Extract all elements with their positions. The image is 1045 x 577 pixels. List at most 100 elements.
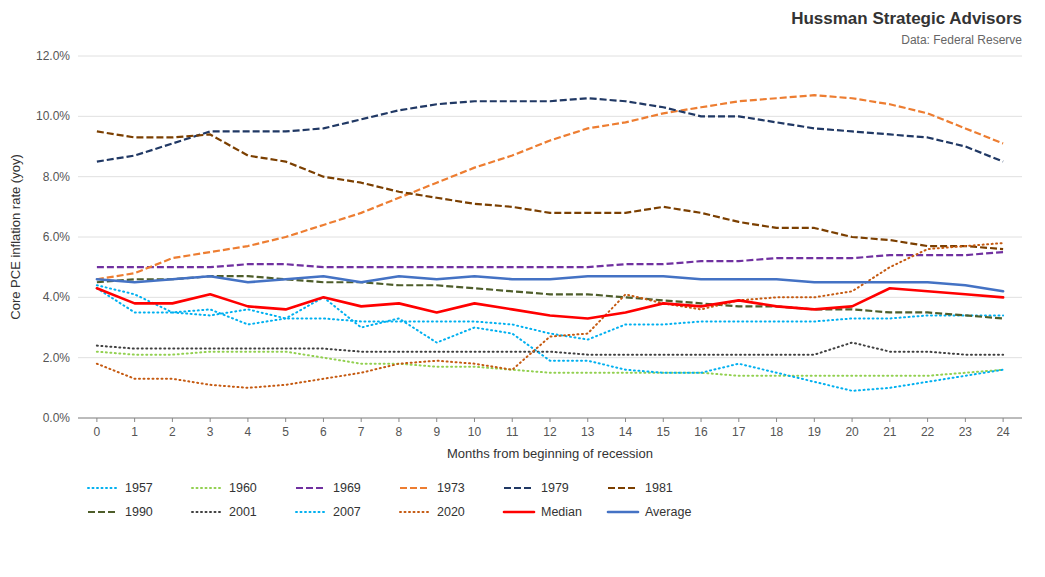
x-tick xyxy=(927,418,928,422)
x-tick-label: 13 xyxy=(581,425,595,439)
x-tick xyxy=(323,418,324,422)
x-tick-label: 22 xyxy=(921,425,935,439)
legend-label: 1979 xyxy=(541,481,569,495)
legend-label: 1981 xyxy=(645,481,673,495)
x-tick xyxy=(738,418,739,422)
x-tick xyxy=(210,418,211,422)
y-tick-label: 10.0% xyxy=(36,109,70,123)
legend-swatch xyxy=(192,511,222,513)
lines xyxy=(97,95,1003,391)
legend-item: 1960 xyxy=(192,481,257,495)
legend-item: 1990 xyxy=(88,505,153,519)
legend-item: Median xyxy=(504,505,582,519)
x-tick-label: 6 xyxy=(320,425,327,439)
x-tick-label: 12 xyxy=(543,425,557,439)
x-tick xyxy=(701,418,702,422)
x-tick-label: 2 xyxy=(169,425,176,439)
x-tick-label: 20 xyxy=(845,425,859,439)
x-tick xyxy=(852,418,853,422)
x-tick-label: 21 xyxy=(883,425,897,439)
legend-label: 2001 xyxy=(229,505,257,519)
y-tick-label: 8.0% xyxy=(43,170,71,184)
legend-label: 2007 xyxy=(333,505,361,519)
legend-swatch xyxy=(296,511,326,513)
legend-swatch xyxy=(504,511,534,514)
subtitle: Data: Federal Reserve xyxy=(901,33,1022,47)
x-tick-label: 3 xyxy=(207,425,214,439)
x-tick xyxy=(436,418,437,422)
x-tick xyxy=(1003,418,1004,422)
series-line xyxy=(97,276,1003,318)
x-tick xyxy=(965,418,966,422)
legend-label: 1957 xyxy=(125,481,153,495)
series-line xyxy=(97,98,1003,161)
grid-line xyxy=(78,116,1022,117)
legend-item: 2020 xyxy=(400,505,465,519)
series-line xyxy=(97,343,1003,355)
legend-swatch xyxy=(608,487,638,489)
legend-label: 1969 xyxy=(333,481,361,495)
x-tick-label: 1 xyxy=(131,425,138,439)
x-tick-label: 11 xyxy=(506,425,519,439)
x-tick xyxy=(134,418,135,422)
legend-item: Average xyxy=(608,505,691,519)
x-tick xyxy=(550,418,551,422)
legend-label: 1960 xyxy=(229,481,257,495)
series-line xyxy=(97,95,1003,279)
series-line xyxy=(97,288,1003,318)
grid-line xyxy=(78,357,1022,358)
y-tick-label: 4.0% xyxy=(43,290,71,304)
title: Hussman Strategic Advisors xyxy=(791,9,1022,28)
y-tick-label: 6.0% xyxy=(43,230,71,244)
grid-line xyxy=(78,237,1022,238)
x-tick-label: 15 xyxy=(657,425,671,439)
x-tick xyxy=(398,418,399,422)
x-tick-label: 16 xyxy=(694,425,708,439)
x-tick-label: 14 xyxy=(619,425,633,439)
x-tick-label: 5 xyxy=(282,425,289,439)
y-tick-label: 2.0% xyxy=(43,351,71,365)
x-tick-label: 23 xyxy=(959,425,973,439)
legend-swatch xyxy=(192,487,222,489)
legend-label: Average xyxy=(645,505,691,519)
x-tick-label: 4 xyxy=(245,425,252,439)
series-line xyxy=(97,131,1003,249)
x-tick-label: 19 xyxy=(808,425,822,439)
legend-swatch xyxy=(400,487,430,489)
x-axis-label: Months from beginning of recession xyxy=(447,446,653,461)
x-tick xyxy=(889,418,890,422)
series-line xyxy=(97,252,1003,267)
y-tick-label: 0.0% xyxy=(43,411,71,425)
x-tick xyxy=(172,418,173,422)
y-axis-label: Core PCE inflation rate (yoy) xyxy=(8,154,23,319)
legend-item: 1981 xyxy=(608,481,673,495)
x-tick xyxy=(776,418,777,422)
series-line xyxy=(97,243,1003,388)
legend-swatch xyxy=(400,511,430,513)
chart: Hussman Strategic Advisors Data: Federal … xyxy=(0,0,1045,577)
legend-swatch xyxy=(88,487,118,489)
x-tick xyxy=(361,418,362,422)
legend-label: 1990 xyxy=(125,505,153,519)
x-tick-label: 24 xyxy=(996,425,1010,439)
legend-swatch xyxy=(88,511,118,513)
legend-label: Median xyxy=(541,505,582,519)
x-tick-label: 7 xyxy=(358,425,365,439)
legend: 1957 1960 1969 1973 1979 1981 1990 2001 2007 2020… xyxy=(88,481,691,519)
x-tick xyxy=(814,418,815,422)
x-tick xyxy=(96,418,97,422)
x-tick xyxy=(247,418,248,422)
legend-item: 2007 xyxy=(296,505,361,519)
grid-line xyxy=(78,176,1022,177)
x-tick xyxy=(512,418,513,422)
series-line xyxy=(97,288,1003,391)
series-line xyxy=(97,276,1003,291)
legend-item: 1957 xyxy=(88,481,153,495)
series-line xyxy=(97,352,1003,376)
legend-item: 1973 xyxy=(400,481,465,495)
x-tick xyxy=(625,418,626,422)
x-tick-label: 10 xyxy=(468,425,482,439)
legend-label: 1973 xyxy=(437,481,465,495)
x-axis: 0123456789101112131415161718192021222324 xyxy=(78,418,1022,439)
x-tick-label: 8 xyxy=(396,425,403,439)
